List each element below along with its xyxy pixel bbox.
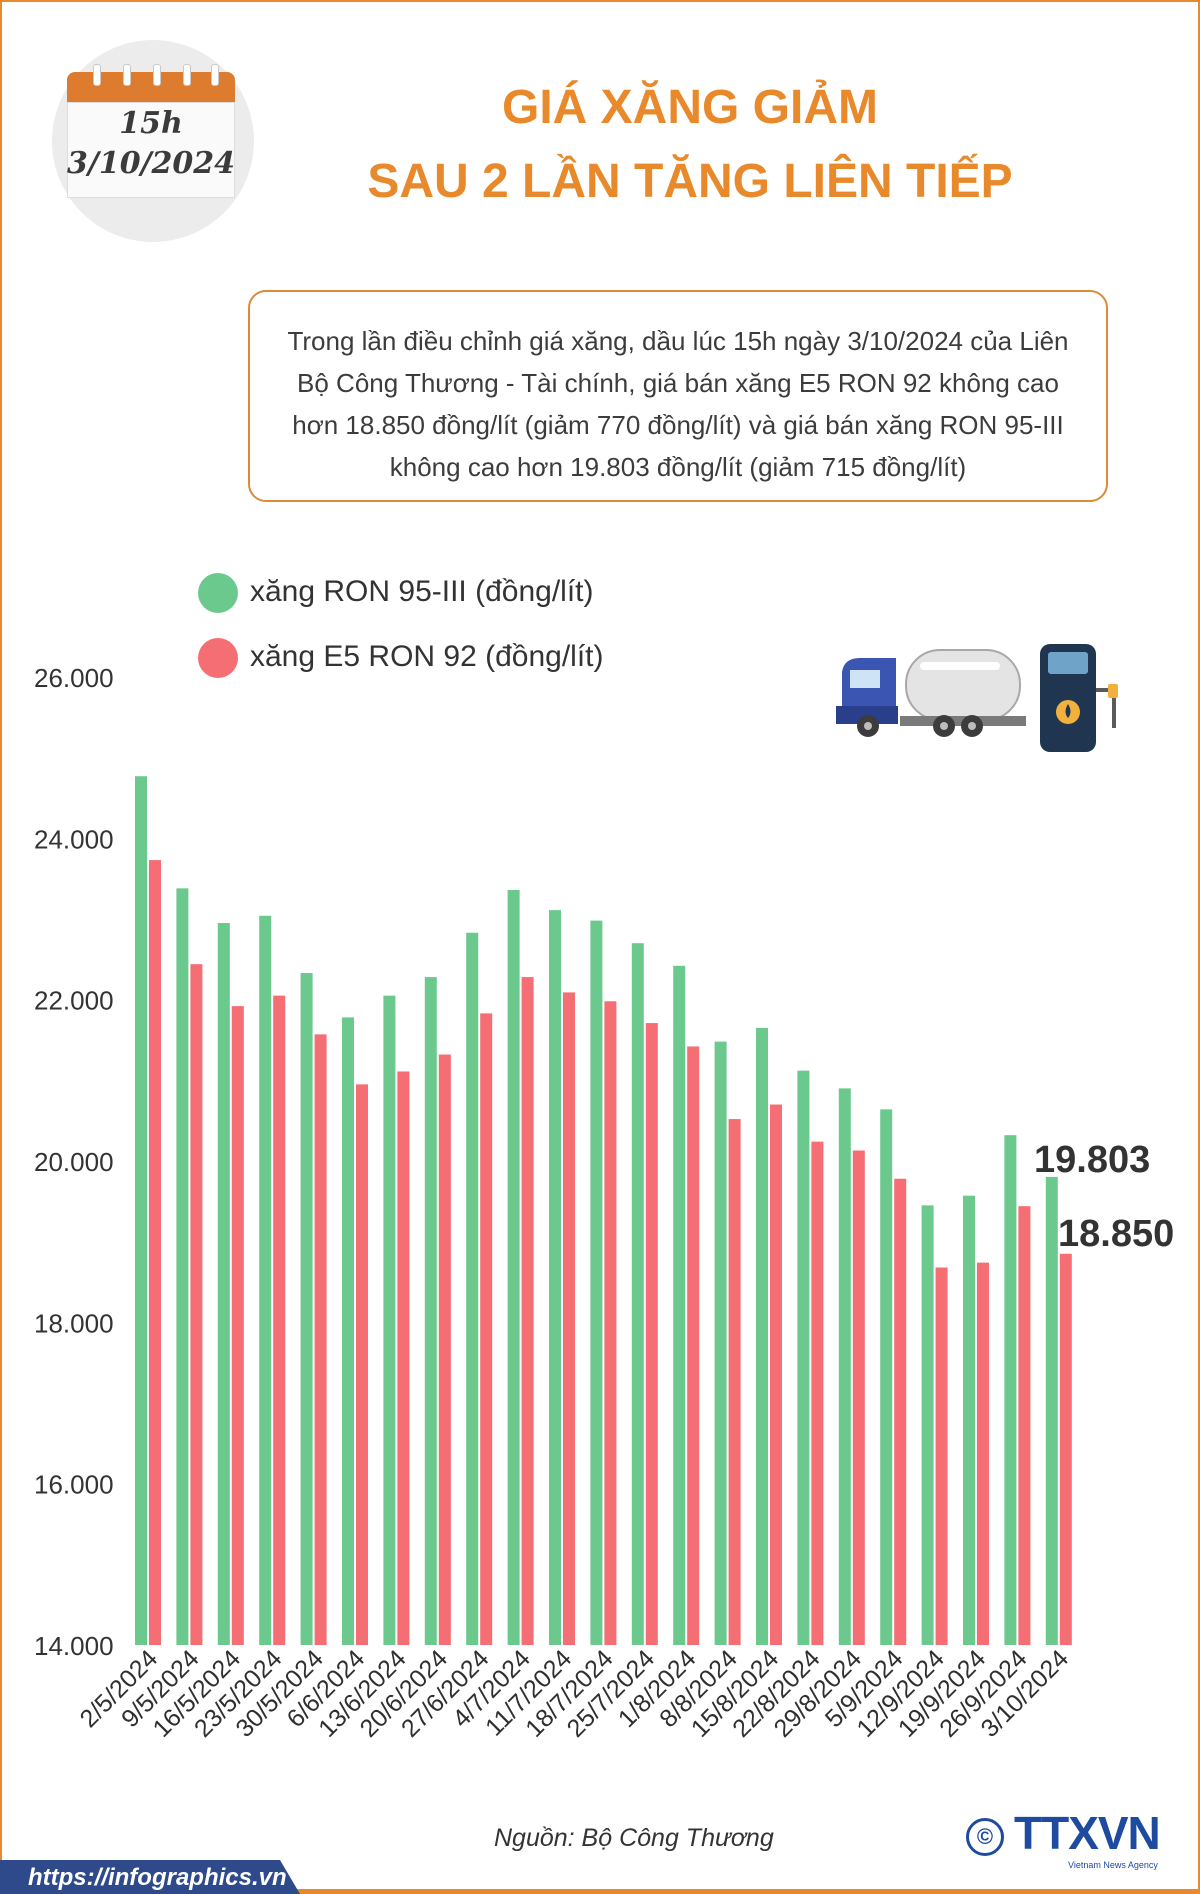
bar-ron95 <box>921 1205 934 1645</box>
legend-ron95-label: xăng RON 95-III (đồng/lít) <box>250 575 594 608</box>
bar-ron95 <box>176 888 189 1645</box>
bar-e5 <box>977 1262 989 1645</box>
bar-e5 <box>811 1141 824 1645</box>
page-title-line-1: GIÁ XĂNG GIẢM <box>501 81 878 134</box>
bar-ron95 <box>259 915 272 1645</box>
bar-e5 <box>190 964 203 1645</box>
bar-ron95 <box>549 910 561 1645</box>
y-tick-label: 26.000 <box>34 663 114 693</box>
bar-ron95 <box>631 943 644 1645</box>
calendar-ring <box>211 64 219 86</box>
bar-e5 <box>521 977 534 1645</box>
bar-e5 <box>687 1046 700 1645</box>
ttxvn-logo-subtitle: Vietnam News Agency <box>1068 1860 1158 1870</box>
bar-e5 <box>397 1071 410 1645</box>
bar-ron95 <box>838 1088 851 1645</box>
y-tick-label: 24.000 <box>34 824 114 854</box>
bar-e5 <box>728 1119 741 1645</box>
bar-ron95 <box>342 1017 354 1645</box>
bar-ron95 <box>217 923 230 1645</box>
bar-ron95 <box>135 776 147 1645</box>
bar-ron95 <box>797 1070 810 1645</box>
calendar-ring <box>123 64 131 86</box>
bar-e5 <box>438 1054 451 1645</box>
y-tick-label: 18.000 <box>34 1308 114 1338</box>
bar-e5 <box>563 992 575 1645</box>
fuel-pump-icon <box>1040 644 1118 752</box>
bar-ron95 <box>466 932 479 1645</box>
source-note: Nguồn: Bộ Công Thương <box>494 1824 774 1852</box>
bar-e5 <box>935 1267 948 1645</box>
footer-line <box>0 1889 1200 1894</box>
bar-ron95 <box>590 920 603 1645</box>
footer-bar <box>0 1860 300 1894</box>
bar-ron95 <box>507 889 520 1645</box>
calendar-date: 3/10/2024 <box>67 146 236 181</box>
y-tick-label: 16.000 <box>34 1470 114 1500</box>
calendar-ring <box>93 64 101 86</box>
calendar-ring <box>183 64 191 86</box>
calendar-body <box>67 102 235 198</box>
bar-ron95 <box>383 995 396 1645</box>
bar-e5 <box>1059 1253 1072 1645</box>
bar-ron95 <box>1004 1135 1017 1645</box>
bar-e5 <box>1018 1206 1031 1645</box>
bar-e5 <box>604 1001 617 1645</box>
legend-e5-label: xăng E5 RON 92 (đồng/lít) <box>250 640 604 673</box>
bar-ron95 <box>756 1027 768 1645</box>
calendar-icon: 15h 3/10/2024 <box>67 64 236 198</box>
y-tick-label: 14.000 <box>34 1631 114 1661</box>
legend-ron95-swatch <box>198 573 238 613</box>
annotation-ron95-latest: 19.803 <box>1034 1139 1150 1181</box>
price-bar-chart: 14.000 16.000 18.000 20.000 22.000 24.000 26.0… <box>34 644 1174 1743</box>
description-box: Trong lần điều chỉnh giá xăng, dầu lúc 1… <box>248 290 1108 502</box>
copyright-icon: © <box>966 1818 1004 1856</box>
bar-ron95 <box>673 965 686 1645</box>
bar-ron95 <box>300 973 313 1645</box>
tanker-truck-icon <box>836 649 1026 737</box>
calendar-time: 15h <box>119 106 183 141</box>
bar-ron95 <box>963 1195 975 1645</box>
ttxvn-logo: TTXVN <box>1014 1807 1161 1859</box>
bar-e5 <box>149 860 161 1645</box>
bar-e5 <box>770 1104 782 1645</box>
bar-e5 <box>645 1023 658 1645</box>
legend-e5-swatch <box>198 638 238 678</box>
bar-e5 <box>480 1013 493 1645</box>
page-title-line-2: SAU 2 LẦN TĂNG LIÊN TIẾP <box>367 155 1013 208</box>
bar-ron95 <box>880 1109 893 1645</box>
bar-e5 <box>231 1006 244 1645</box>
annotation-e5-latest: 18.850 <box>1058 1213 1174 1255</box>
bar-e5 <box>894 1178 907 1645</box>
y-tick-label: 20.000 <box>34 1147 114 1177</box>
bar-e5 <box>852 1150 865 1645</box>
bar-e5 <box>273 995 286 1645</box>
calendar-ring <box>153 64 161 86</box>
y-tick-label: 22.000 <box>34 986 114 1016</box>
bar-e5 <box>356 1084 368 1645</box>
bar-ron95 <box>1045 1176 1058 1645</box>
bar-ron95 <box>424 977 437 1645</box>
footer-url-link[interactable]: https://infographics.vn <box>28 1864 287 1891</box>
bar-e5 <box>314 1034 327 1645</box>
bar-ron95 <box>714 1041 727 1645</box>
